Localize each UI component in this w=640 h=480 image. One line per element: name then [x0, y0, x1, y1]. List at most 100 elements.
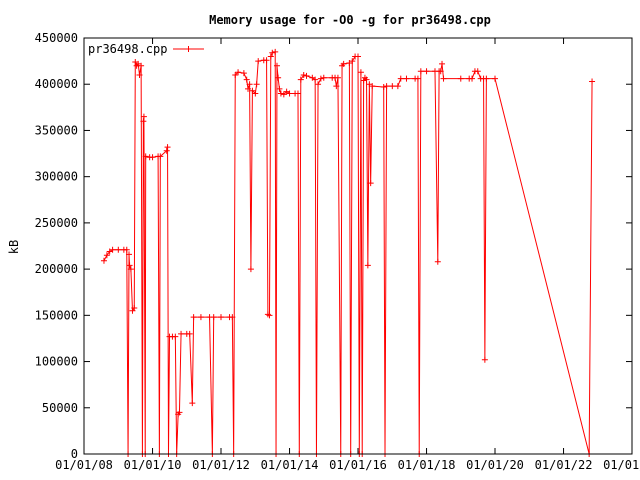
data-point — [434, 258, 441, 265]
data-point — [249, 87, 256, 94]
data-point — [397, 75, 404, 82]
data-point — [126, 262, 133, 269]
data-point — [286, 90, 293, 97]
data-point — [131, 304, 138, 311]
data-point — [469, 75, 476, 82]
y-axis-label: kB — [7, 240, 21, 254]
data-point — [218, 314, 224, 321]
x-tick-label: 01/01/12 — [192, 458, 250, 472]
y-tick-label: 200000 — [35, 262, 78, 276]
y-tick-label: 0 — [71, 447, 78, 461]
data-point — [263, 57, 270, 64]
data-point — [243, 76, 250, 83]
data-point — [253, 81, 260, 88]
data-point — [189, 400, 196, 407]
data-point — [414, 75, 421, 82]
data-point — [140, 113, 147, 120]
data-point — [394, 83, 401, 90]
y-tick-label: 50000 — [42, 401, 78, 415]
data-point — [197, 314, 204, 321]
data-point — [364, 262, 371, 269]
data-point — [172, 333, 179, 340]
y-tick-label: 400000 — [35, 77, 78, 91]
data-point — [178, 330, 185, 337]
y-tick-label: 300000 — [35, 170, 78, 184]
data-point — [276, 85, 283, 92]
data-point — [127, 266, 134, 273]
data-point — [312, 76, 319, 83]
data-point — [457, 75, 464, 82]
data-point — [115, 246, 122, 253]
x-tick-label: 01/01/18 — [398, 458, 456, 472]
data-point — [297, 76, 304, 83]
y-tick-label: 450000 — [35, 31, 78, 45]
data-point — [252, 90, 259, 97]
data-point — [273, 62, 280, 69]
data-point — [269, 49, 276, 56]
data-point — [186, 330, 193, 337]
data-point — [149, 154, 156, 161]
data-point — [363, 76, 370, 83]
data-point — [333, 83, 340, 90]
data-point — [437, 68, 444, 75]
data-point — [383, 83, 390, 90]
data-point — [481, 356, 488, 363]
data-point — [417, 68, 424, 75]
legend: pr36498.cpp — [88, 42, 204, 56]
data-point — [423, 68, 430, 75]
data-point — [109, 246, 116, 253]
x-axis: 01/01/08 01/01/10 01/01/12 01/01/14 01/01/16… — [55, 38, 640, 472]
legend-label: pr36498.cpp — [88, 42, 167, 56]
data-point — [357, 69, 364, 76]
data-point — [240, 70, 247, 77]
data-point — [389, 83, 396, 90]
data-point — [272, 48, 279, 55]
x-tick-label: 01/01/10 — [124, 458, 182, 472]
data-point — [275, 74, 282, 81]
data-point — [255, 58, 262, 65]
y-tick-label: 100000 — [35, 355, 78, 369]
data-point — [474, 68, 481, 75]
data-point — [589, 78, 596, 85]
x-tick-label: 01/01/22 — [535, 458, 593, 472]
x-tick-label: 01/01/20 — [466, 458, 524, 472]
data-point — [317, 75, 324, 82]
data-point — [163, 147, 170, 154]
x-tick-label: 01/01/16 — [329, 458, 387, 472]
data-point — [320, 74, 327, 81]
data-point — [140, 118, 147, 125]
y-axis: 0 50000 100000 150000 200000 250000 300000 3500… — [35, 31, 632, 461]
data-point — [315, 81, 322, 88]
data-point — [439, 60, 446, 67]
x-tick-label: 01/01/24 — [603, 458, 640, 472]
plot-area — [100, 48, 596, 457]
data-point — [360, 77, 367, 84]
data-point — [380, 84, 387, 90]
data-point — [100, 257, 107, 264]
data-point — [232, 71, 239, 78]
data-point — [349, 58, 356, 65]
data-point — [123, 246, 130, 253]
data-point — [190, 314, 197, 321]
chart-title: Memory usage for -O0 -g for pr36498.cpp — [209, 13, 491, 27]
data-point — [300, 71, 307, 78]
data-point — [440, 75, 447, 82]
data-point — [303, 72, 310, 79]
data-point — [403, 75, 410, 82]
data-point — [492, 75, 498, 82]
data-point — [246, 81, 253, 88]
y-tick-label: 250000 — [35, 216, 78, 230]
data-point — [210, 314, 217, 321]
data-point — [340, 60, 347, 67]
data-point — [280, 91, 287, 98]
data-point — [367, 180, 374, 187]
data-point — [245, 85, 252, 92]
data-point — [176, 409, 183, 416]
data-point — [229, 314, 236, 321]
data-point — [164, 144, 171, 151]
data-point — [334, 74, 341, 81]
data-point — [235, 69, 242, 76]
data-point — [267, 53, 274, 60]
data-point — [126, 251, 133, 258]
